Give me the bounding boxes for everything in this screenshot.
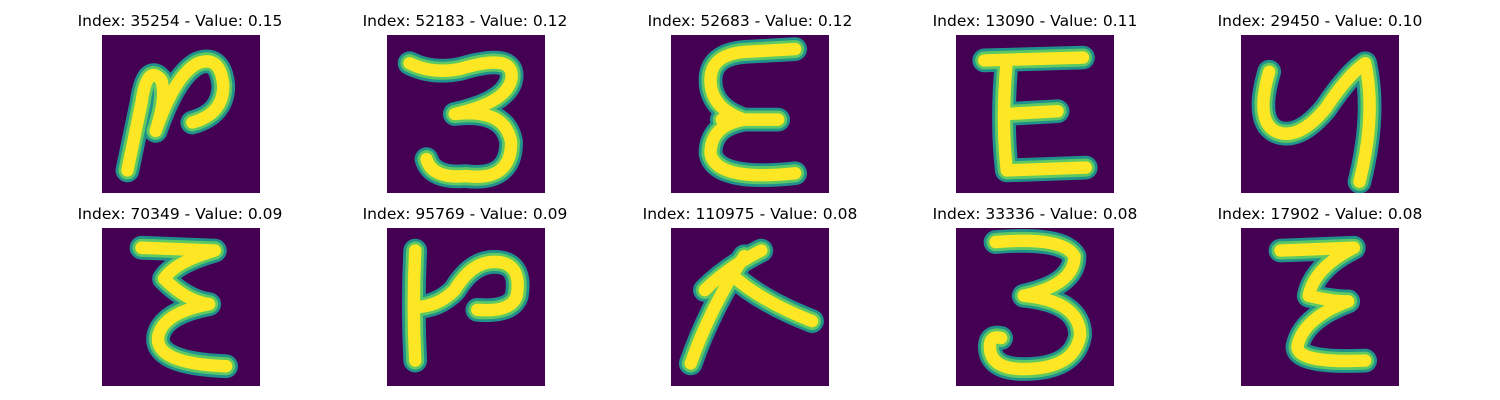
- digit-image-canvas: [387, 35, 545, 193]
- digit-image: [1241, 35, 1399, 193]
- digit-image-canvas: [671, 35, 829, 193]
- panel-title: Index: 29450 - Value: 0.10: [1217, 12, 1423, 30]
- panel-title: Index: 35254 - Value: 0.15: [77, 12, 283, 30]
- panel-title: Index: 17902 - Value: 0.08: [1217, 205, 1423, 223]
- digit-image: [956, 35, 1114, 193]
- digit-image: [387, 228, 545, 386]
- digit-image-canvas: [671, 228, 829, 386]
- digit-image: [102, 228, 260, 386]
- digit-image-canvas: [1241, 35, 1399, 193]
- panel-title: Index: 110975 - Value: 0.08: [642, 205, 858, 223]
- digit-image-canvas: [956, 35, 1114, 193]
- digit-image: [1241, 228, 1399, 386]
- panel-title: Index: 95769 - Value: 0.09: [362, 205, 568, 223]
- digit-image-canvas: [387, 228, 545, 386]
- panel-title: Index: 52183 - Value: 0.12: [362, 12, 568, 30]
- panel-title: Index: 33336 - Value: 0.08: [932, 205, 1138, 223]
- digit-image-canvas: [102, 228, 260, 386]
- panel-title: Index: 13090 - Value: 0.11: [932, 12, 1138, 30]
- digit-image: [956, 228, 1114, 386]
- digit-image-canvas: [1241, 228, 1399, 386]
- panel-title: Index: 70349 - Value: 0.09: [77, 205, 283, 223]
- digit-image-canvas: [956, 228, 1114, 386]
- digit-image: [671, 35, 829, 193]
- digit-image: [102, 35, 260, 193]
- digit-image-canvas: [102, 35, 260, 193]
- panel-title: Index: 52683 - Value: 0.12: [647, 12, 853, 30]
- digit-image: [387, 35, 545, 193]
- digit-image: [671, 228, 829, 386]
